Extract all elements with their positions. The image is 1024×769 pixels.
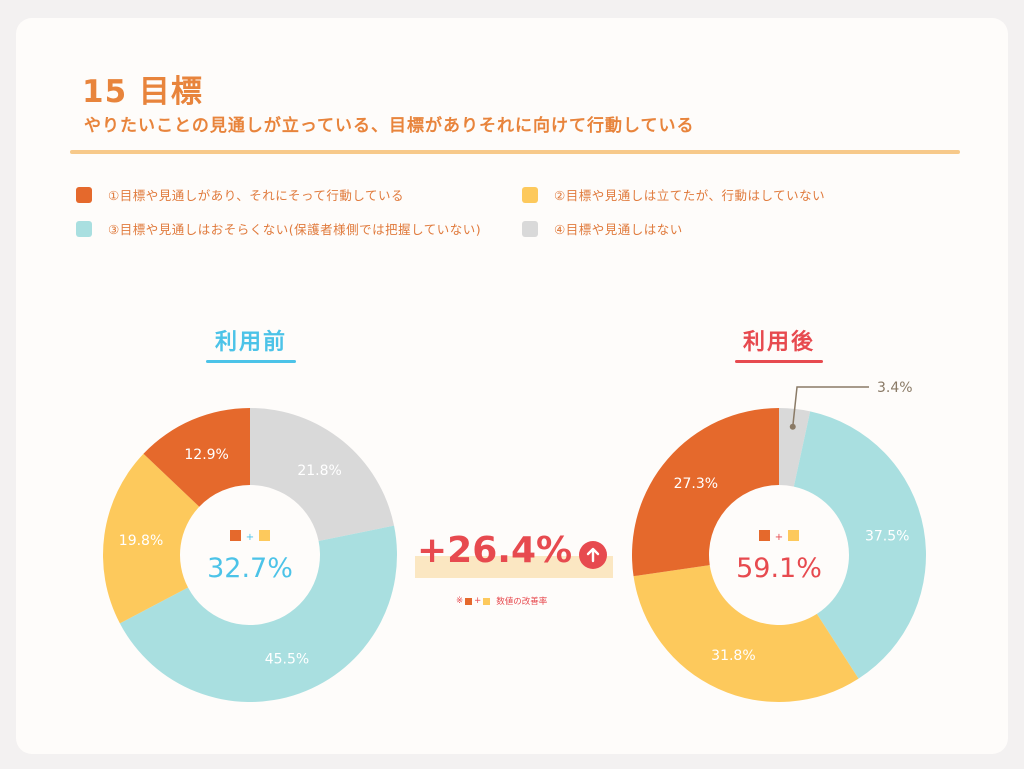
- legend-item-3: ③目標や見通しはおそらくない(保護者様側では把握していない): [76, 219, 481, 238]
- before-title-underline: [206, 360, 296, 363]
- legend-label-4: ④目標や見通しはない: [554, 222, 683, 237]
- legend-swatch-gray: [522, 220, 538, 237]
- before-center-yellow-square: [259, 530, 270, 541]
- after-label-cyan: 37.5%: [865, 528, 909, 544]
- legend-item-2: ②目標や見通しは立てたが、行動はしていない: [522, 185, 825, 204]
- before-center-orange-square: [230, 530, 241, 541]
- after-callout-line: [792, 386, 870, 427]
- legend-swatch-cyan: [76, 220, 92, 237]
- after-slice-orange: [632, 408, 779, 577]
- before-label-gray: 21.8%: [297, 463, 341, 479]
- note-text: 数値の改善率: [496, 597, 548, 607]
- legend-swatch-orange: [76, 186, 92, 203]
- up-arrow-icon: [579, 541, 607, 569]
- before-donut-chart: 21.8% 45.5% 19.8% 12.9% +32.7%: [102, 408, 397, 702]
- after-center-value: 59.1%: [736, 553, 822, 584]
- after-slice-yellow: [633, 565, 859, 702]
- improvement-note: ※ + 数値の改善率: [456, 595, 547, 607]
- after-center-plus: +: [775, 532, 783, 543]
- page-title: 15 目標: [82, 74, 203, 110]
- legend-label-3: ③目標や見通しはおそらくない(保護者様側では把握していない): [108, 222, 482, 237]
- after-donut-chart: 3.4% 37.5% 31.8% 27.3% +59.1%: [632, 380, 926, 702]
- legend-item-1: ①目標や見通しがあり、それにそって行動している: [76, 185, 404, 204]
- after-label-orange: 27.3%: [674, 476, 718, 492]
- after-label-gray: 3.4%: [877, 380, 913, 396]
- header-divider: [70, 150, 960, 154]
- after-callout-dot: [789, 423, 796, 430]
- after-label-yellow: 31.8%: [711, 648, 755, 664]
- legend-item-4: ④目標や見通しはない: [522, 219, 683, 238]
- before-center-value: 32.7%: [207, 553, 293, 584]
- before-label-yellow: 19.8%: [119, 533, 163, 549]
- legend-label-1: ①目標や見通しがあり、それにそって行動している: [108, 188, 404, 203]
- after-center-yellow-square: [788, 530, 799, 541]
- page-subtitle: やりたいことの見通しが立っている、目標がありそれに向けて行動している: [84, 116, 695, 136]
- after-chart-title: 利用後: [742, 330, 815, 355]
- before-center-plus: +: [246, 532, 254, 543]
- note-yellow-square: [483, 597, 491, 605]
- before-slice-yellow: [102, 453, 200, 624]
- improvement-value: +26.4%: [417, 530, 573, 571]
- before-slice-cyan: [119, 525, 397, 702]
- before-label-cyan: 45.5%: [265, 652, 309, 668]
- note-orange-square: [465, 597, 473, 605]
- legend-label-2: ②目標や見通しは立てたが、行動はしていない: [554, 188, 826, 203]
- legend-swatch-yellow: [522, 186, 538, 203]
- after-center-orange-square: [759, 530, 770, 541]
- after-slice-gray: [779, 408, 811, 487]
- after-title-underline: [735, 360, 823, 363]
- improvement-highlight: [415, 556, 613, 578]
- before-slice-orange: [143, 408, 250, 507]
- note-prefix: ※: [456, 596, 464, 606]
- note-plus: +: [474, 596, 482, 606]
- before-label-orange: 12.9%: [184, 447, 228, 463]
- after-slice-cyan: [793, 411, 926, 679]
- before-slice-gray: [250, 408, 395, 542]
- after-center-key: +: [759, 530, 799, 543]
- before-center-key: +: [230, 530, 270, 543]
- before-chart-title: 利用前: [214, 330, 287, 355]
